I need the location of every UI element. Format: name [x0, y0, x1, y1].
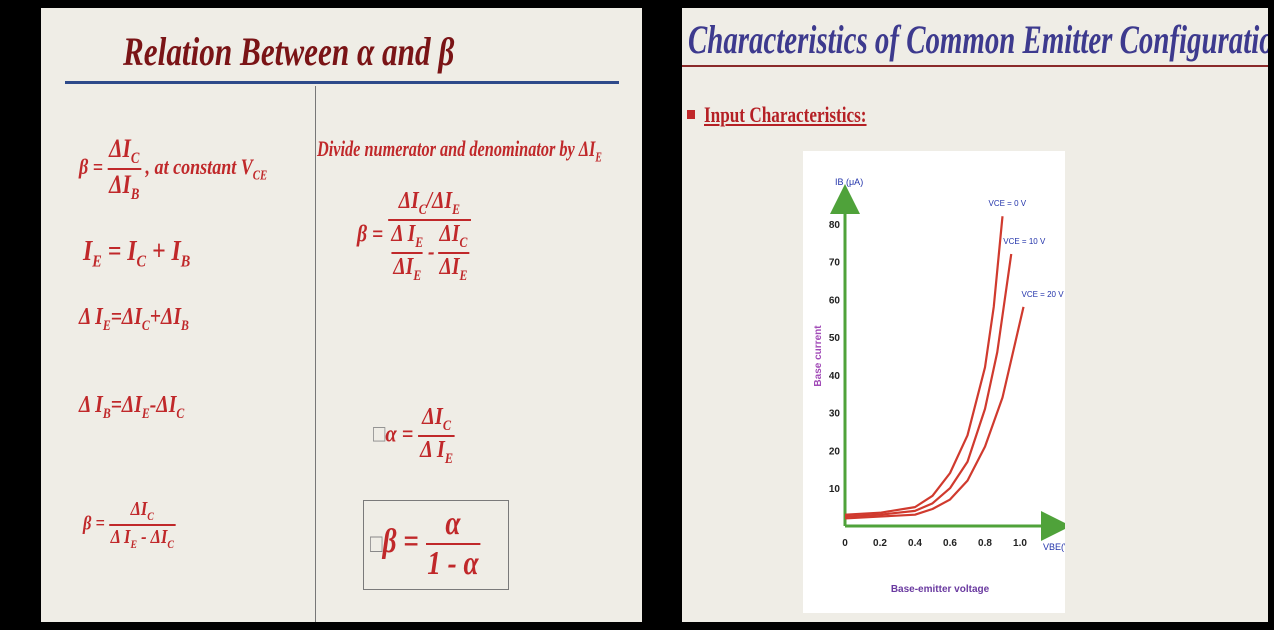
title-underline — [65, 81, 619, 84]
slide-title: Relation Between α and β — [123, 29, 455, 74]
title-underline — [682, 65, 1268, 67]
delta-emitter-current-equation: Δ IE=ΔIC+ΔIB — [79, 304, 189, 334]
x-tick-label: 0 — [842, 538, 848, 549]
beta-substituted-equation: β = ΔIC Δ IE - ΔIC — [83, 498, 176, 551]
left-slide: Relation Between α and β β = ΔIC ΔIB , at… — [41, 8, 642, 622]
curve-series-1 — [844, 253, 1013, 518]
y-tick-label: 70 — [829, 258, 841, 269]
beta-divided-equation: β = ΔIC/ΔIE Δ IE ΔIE - ΔIC ΔIE — [357, 188, 471, 284]
series-label-2: VCE = 20 V — [1022, 290, 1065, 299]
x-tick-label: 1.0 — [1013, 538, 1027, 549]
y-tick-label: 30 — [829, 409, 841, 420]
y-tick-label: 40 — [829, 371, 841, 382]
x-tick-label: 0.6 — [943, 538, 957, 549]
alpha-definition-equation: □α = ΔIC Δ IE — [373, 404, 455, 467]
y-axis-unit-label: IB (μA) — [835, 177, 863, 187]
input-characteristics-chart: 0 0.2 0.4 0.6 0.8 1.0 10 20 30 40 50 60 70 80 IB (μA) V… — [813, 177, 1065, 595]
y-tick-label: 20 — [829, 446, 841, 457]
series-label-0: VCE = 0 V — [989, 199, 1027, 208]
y-tick-label: 50 — [829, 333, 841, 344]
y-tick-label: 80 — [829, 220, 841, 231]
section-heading: Input Characteristics: — [704, 102, 867, 127]
series-label-1: VCE = 10 V — [1003, 237, 1046, 246]
column-divider — [315, 86, 316, 622]
beta-definition-equation: β = ΔIC ΔIB , at constant VCE — [79, 134, 268, 204]
x-tick-label: 0.2 — [873, 538, 887, 549]
y-tick-label: 60 — [829, 295, 841, 306]
right-slide: Characteristics of Common Emitter Config… — [682, 8, 1268, 622]
emitter-current-equation: IE = IC + IB — [83, 236, 191, 271]
x-axis-title: Base-emitter voltage — [891, 584, 990, 595]
curve-series-0 — [844, 216, 1004, 516]
x-tick-label: 0.4 — [908, 538, 922, 549]
y-tick-label: 10 — [829, 484, 841, 495]
divide-note: Divide numerator and denominator by ΔIE — [317, 136, 602, 165]
delta-base-current-equation: Δ IB=ΔIE-ΔIC — [79, 392, 185, 422]
curve-series-2 — [844, 306, 1025, 520]
x-axis-unit-label: VBE(V) — [1043, 542, 1065, 552]
bullet-icon — [687, 110, 695, 119]
slide-title: Characteristics of Common Emitter Config… — [688, 17, 1268, 62]
chart-panel: 0 0.2 0.4 0.6 0.8 1.0 10 20 30 40 50 60 70 80 IB (μA) V… — [803, 151, 1065, 613]
y-axis-title: Base current — [813, 325, 824, 387]
x-tick-label: 0.8 — [978, 538, 992, 549]
